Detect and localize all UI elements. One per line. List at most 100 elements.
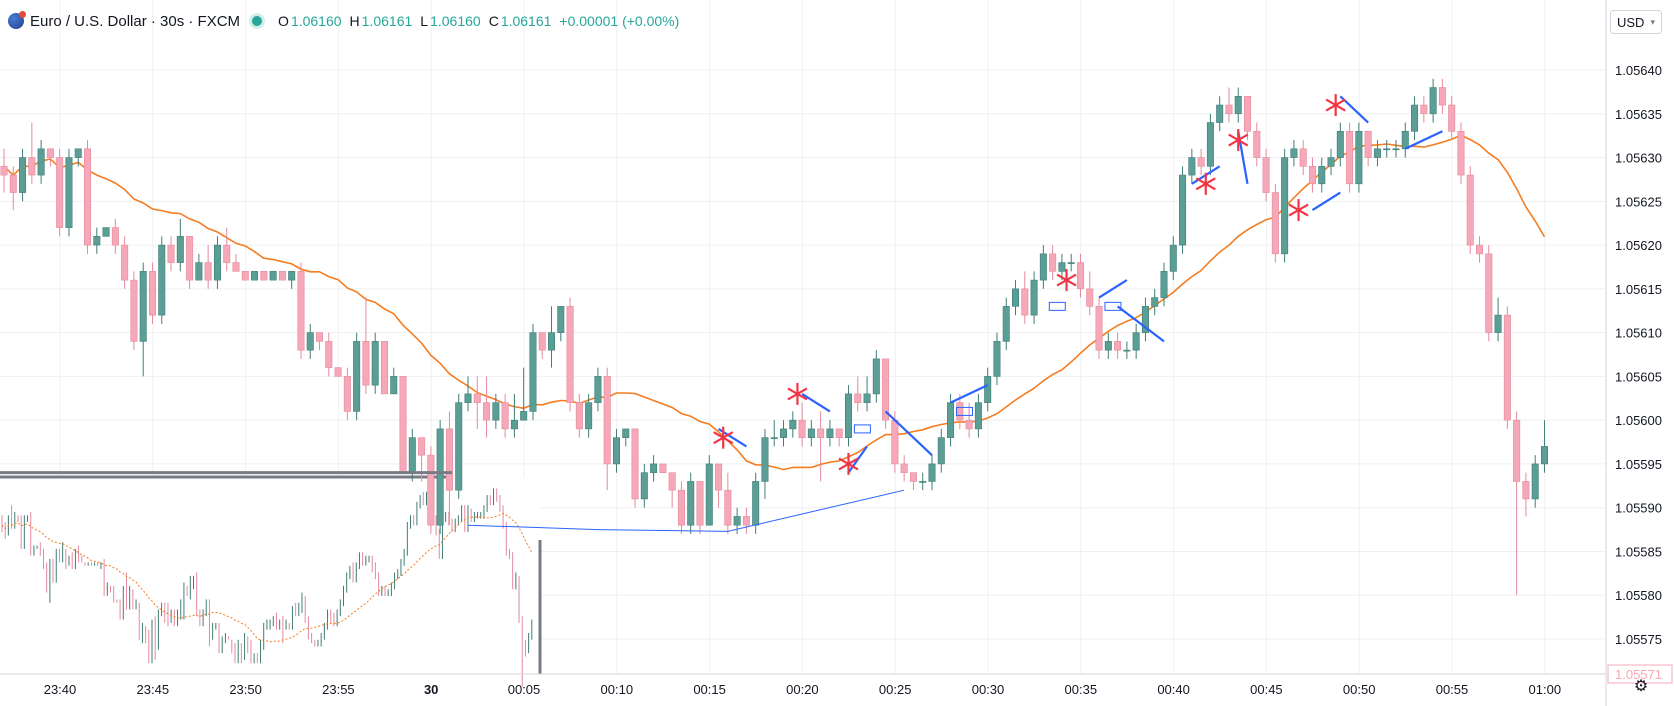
candle-body bbox=[399, 376, 407, 473]
star-marker[interactable] bbox=[1288, 203, 1309, 217]
trendline-segment[interactable] bbox=[950, 384, 989, 404]
box-marker[interactable] bbox=[1104, 301, 1122, 311]
box-marker[interactable] bbox=[853, 424, 871, 434]
candle-body bbox=[65, 157, 73, 228]
candle-body bbox=[1299, 148, 1307, 167]
candle-body bbox=[167, 244, 175, 263]
y-tick-label: 1.05585 bbox=[1615, 544, 1662, 559]
y-tick-label: 1.05605 bbox=[1615, 369, 1662, 384]
candle-body bbox=[1503, 314, 1511, 421]
current-price-label: 1.05571 bbox=[1615, 667, 1662, 682]
candle-body bbox=[325, 341, 333, 368]
candle-body bbox=[473, 393, 481, 403]
symbol-title[interactable]: Euro / U.S. Dollar · 30s · FXCM bbox=[30, 12, 241, 30]
box-marker[interactable] bbox=[955, 406, 973, 416]
candle-body bbox=[1522, 481, 1530, 500]
star-marker[interactable] bbox=[1195, 177, 1216, 191]
trendline-segment[interactable] bbox=[884, 410, 933, 456]
star-marker[interactable] bbox=[713, 431, 734, 445]
candle-body bbox=[1151, 297, 1159, 307]
candle-body bbox=[1420, 104, 1428, 115]
candles bbox=[0, 78, 1548, 596]
candle-body bbox=[612, 437, 620, 465]
candle-body bbox=[1114, 341, 1122, 351]
inset-mini-chart bbox=[0, 475, 542, 687]
y-tick-label: 1.05615 bbox=[1615, 282, 1662, 297]
candle-body bbox=[0, 166, 8, 176]
candle-body bbox=[1355, 130, 1363, 185]
x-tick-label: 00:55 bbox=[1436, 682, 1469, 697]
candle-body bbox=[353, 341, 361, 412]
candle-body bbox=[1002, 306, 1010, 342]
candle-body bbox=[1262, 157, 1270, 193]
inset-panel-bg bbox=[0, 478, 540, 674]
candle-body bbox=[594, 376, 602, 403]
candle-body bbox=[1429, 87, 1437, 115]
market-status-icon[interactable] bbox=[252, 16, 263, 26]
box-marker[interactable] bbox=[1048, 301, 1066, 311]
time-axis[interactable]: 23:40 23:45 23:50 23:55 30 00:05 00:10 00:15 00:… bbox=[0, 673, 1606, 697]
candle-body bbox=[492, 402, 500, 421]
drawing-annotations[interactable] bbox=[0, 94, 1443, 532]
candle-body bbox=[1308, 166, 1316, 185]
candle-body bbox=[1225, 104, 1233, 115]
trendline-segment[interactable] bbox=[1404, 130, 1443, 150]
candle-body bbox=[186, 236, 194, 281]
x-tick-label: 00:15 bbox=[693, 682, 726, 697]
candle-body bbox=[1448, 104, 1456, 132]
star-marker[interactable] bbox=[787, 387, 808, 401]
candle-body bbox=[1476, 244, 1484, 255]
candle-body bbox=[844, 393, 852, 438]
candle-body bbox=[1188, 157, 1196, 176]
y-tick-label: 1.05630 bbox=[1615, 151, 1662, 166]
candle-body bbox=[223, 244, 231, 263]
y-tick-label: 1.05635 bbox=[1615, 107, 1662, 122]
candle-body bbox=[390, 376, 398, 395]
candle-body bbox=[362, 341, 370, 386]
candle-body bbox=[575, 402, 583, 430]
x-tick-label: 00:10 bbox=[601, 682, 634, 697]
trendline-segment[interactable] bbox=[1116, 305, 1165, 343]
candle-body bbox=[260, 271, 268, 281]
trendline-segment[interactable] bbox=[1098, 279, 1128, 299]
star-marker[interactable] bbox=[838, 457, 859, 471]
candle-body bbox=[947, 402, 955, 438]
y-tick-label: 1.05590 bbox=[1615, 501, 1662, 516]
currency-selector[interactable]: USD ▾ bbox=[1610, 10, 1662, 34]
star-marker[interactable] bbox=[1056, 273, 1077, 287]
trendline-drawing[interactable] bbox=[467, 489, 905, 532]
candle-body bbox=[1095, 306, 1103, 351]
candle-body bbox=[1160, 271, 1168, 298]
candle-body bbox=[176, 236, 184, 263]
candle-body bbox=[1364, 130, 1372, 158]
candle-body bbox=[1132, 332, 1140, 351]
settings-gear-icon[interactable]: ⚙ bbox=[1633, 678, 1649, 695]
candle-body bbox=[102, 227, 110, 237]
candle-body bbox=[520, 411, 528, 421]
candle-body bbox=[807, 428, 815, 438]
x-tick-label: 01:00 bbox=[1529, 682, 1562, 697]
candle-body bbox=[733, 516, 741, 526]
candle-body bbox=[455, 402, 463, 491]
star-marker[interactable] bbox=[1228, 133, 1249, 147]
ohlc-low-value: 1.06160 bbox=[430, 13, 481, 29]
y-tick-label: 1.05640 bbox=[1615, 63, 1662, 78]
trendline-segment[interactable] bbox=[1311, 191, 1341, 212]
trendline-segment[interactable] bbox=[801, 392, 831, 413]
candle-body bbox=[306, 332, 314, 351]
price-axis[interactable]: 1.05640 1.05635 1.05630 1.05625 1.05620 1.056… bbox=[1605, 0, 1673, 706]
candle-body bbox=[408, 437, 416, 473]
candle-body bbox=[371, 341, 379, 386]
candle-body bbox=[622, 428, 630, 438]
candle-body bbox=[1392, 148, 1400, 151]
star-marker[interactable] bbox=[1325, 98, 1346, 112]
candle-body bbox=[919, 481, 927, 483]
price-change: +0.00001 (+0.00%) bbox=[559, 13, 680, 29]
candle-body bbox=[817, 428, 825, 438]
candle-body bbox=[427, 454, 435, 526]
candle-body bbox=[158, 244, 166, 316]
candle-body bbox=[1206, 122, 1214, 167]
candle-body bbox=[84, 148, 92, 246]
candle-body bbox=[121, 244, 129, 281]
